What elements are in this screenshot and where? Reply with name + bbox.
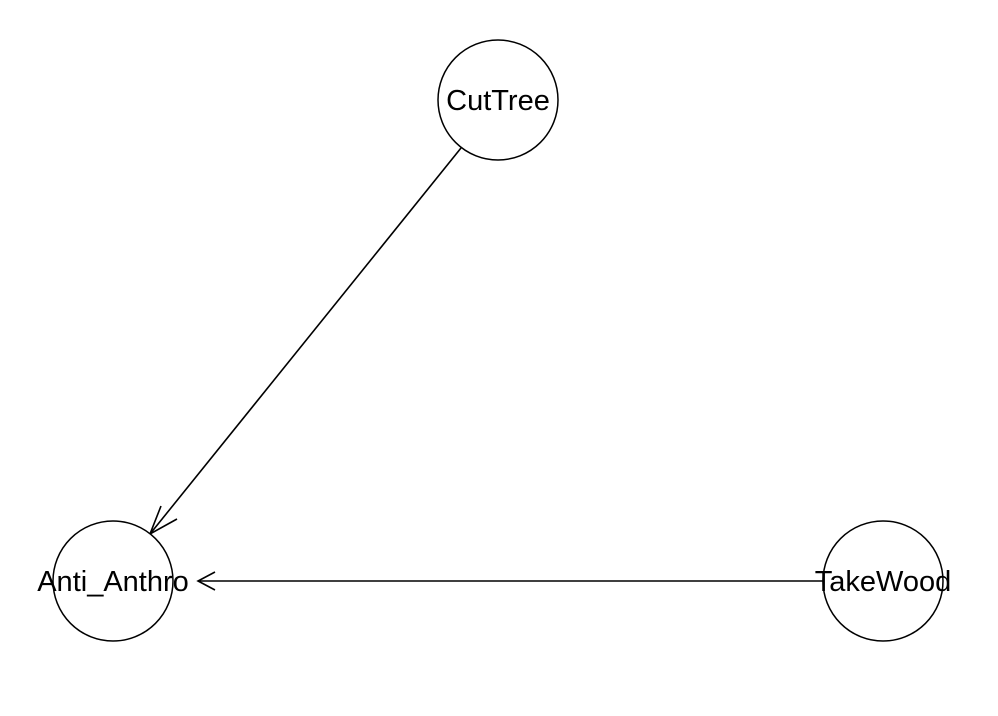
node-circle [437, 39, 559, 161]
edge-takewood-to-anti-anthro [196, 571, 825, 591]
node-label-cuttree: CutTree [446, 85, 550, 117]
node-anti-anthro: Anti_Anthro [37, 520, 189, 642]
node-takewood: TakeWood [815, 520, 952, 642]
node-circle [52, 520, 174, 642]
node-cuttree: CutTree [437, 39, 559, 161]
node-label-takewood: TakeWood [815, 566, 952, 598]
arrowhead-icon [196, 571, 216, 591]
edge-line [149, 147, 462, 535]
node-label-anti-anthro: Anti_Anthro [37, 566, 189, 598]
edge-cuttree-to-anti-anthro [148, 147, 462, 536]
node-circle [822, 520, 944, 642]
